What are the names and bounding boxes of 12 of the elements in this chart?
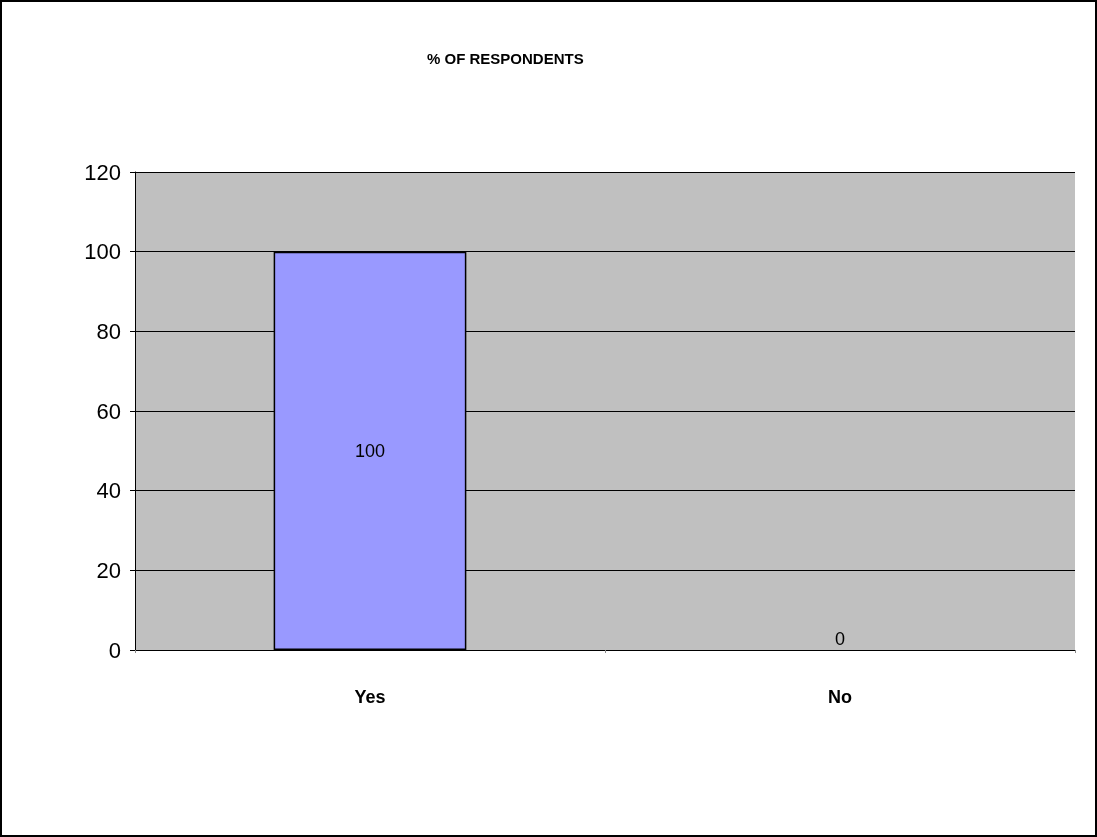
y-tick-label: 20: [96, 557, 121, 583]
y-tick-label: 0: [108, 637, 121, 663]
data-label: 0: [834, 629, 846, 649]
y-tick-label: 40: [96, 478, 121, 504]
y-tick-label: 100: [84, 239, 121, 265]
y-tick-label: 60: [96, 398, 121, 424]
data-label: 100: [354, 440, 386, 461]
x-tick-label: Yes: [354, 687, 386, 707]
y-tick-label: 120: [84, 159, 121, 185]
chart-title: % OF RESPONDENTS: [427, 50, 584, 67]
x-tick-label: No: [828, 687, 852, 707]
y-tick-label: 80: [96, 318, 121, 344]
